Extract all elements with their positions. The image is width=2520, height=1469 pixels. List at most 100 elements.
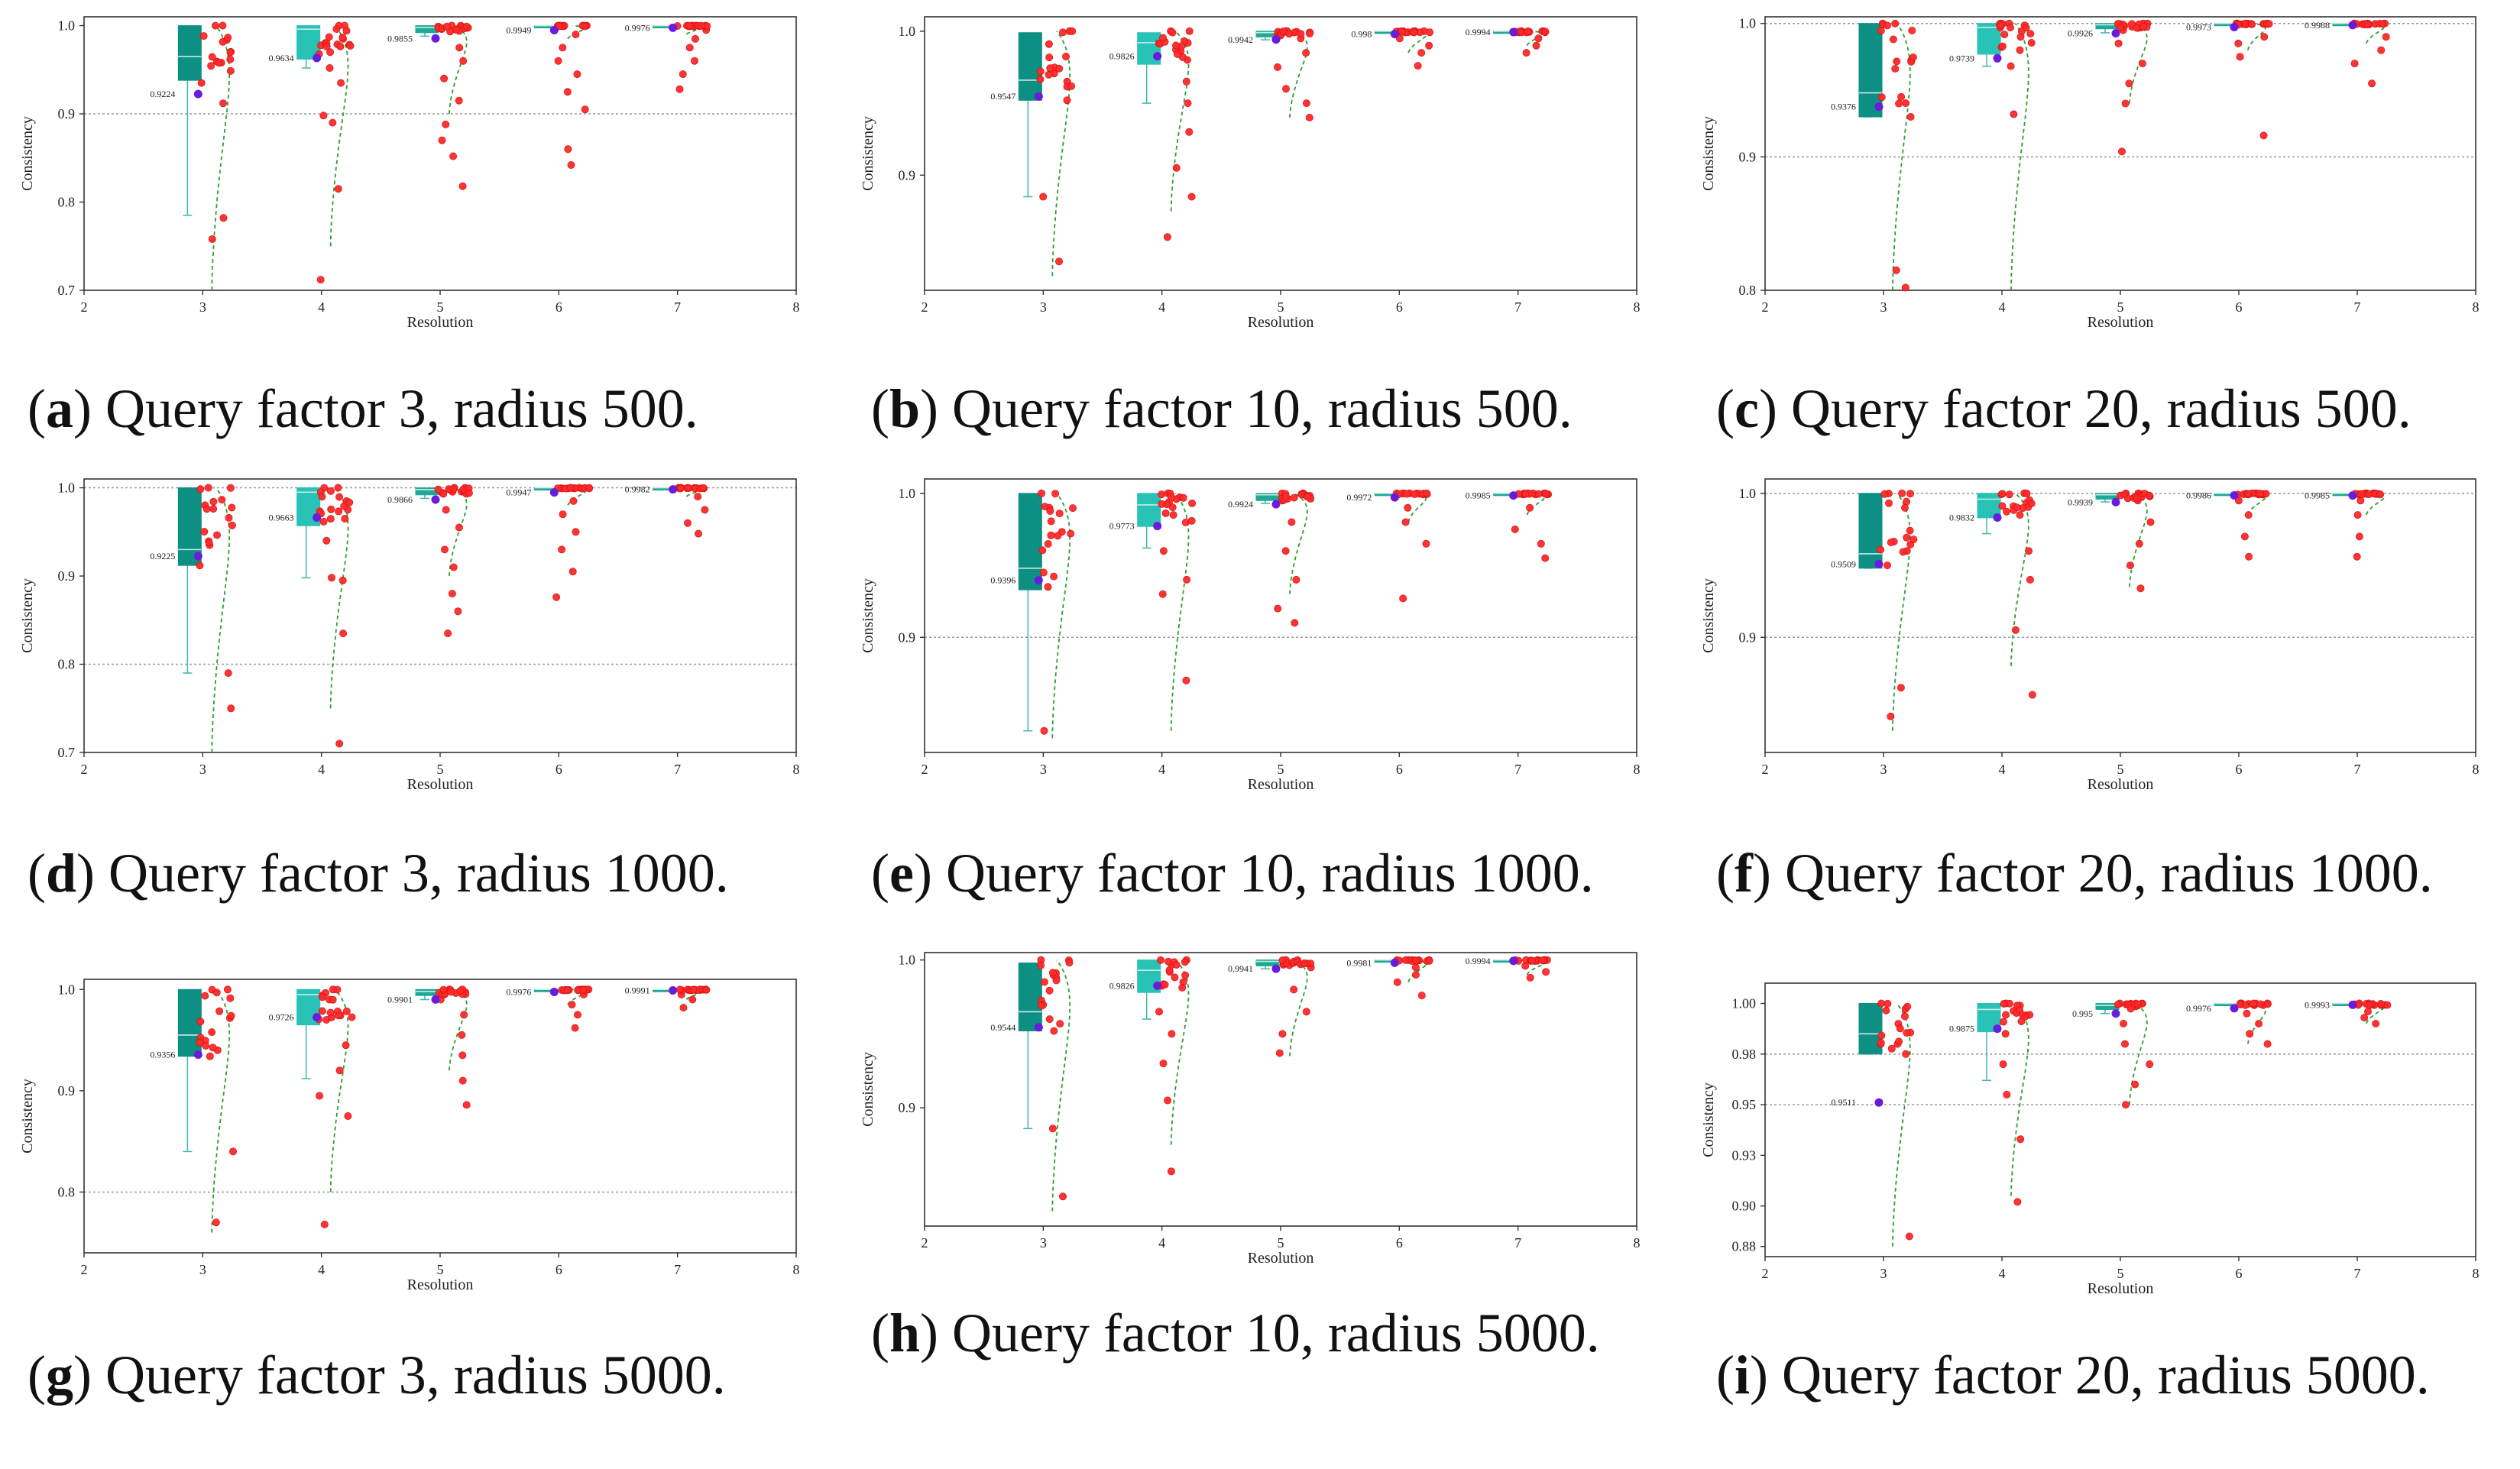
box-h-5 (1255, 959, 1280, 966)
data-point-d-3-11 (196, 485, 205, 493)
chart-i: 2 3 4 5 6 7 8 0.88 0.90 0.93 0.95 0.98 1.00 Resolutio… (1700, 982, 2480, 1297)
data-point-a-6-4 (573, 70, 581, 79)
mean-marker-c-5 (2111, 29, 2120, 38)
xtick-label-c-5: 5 (2117, 299, 2124, 315)
mean-marker-i-4 (1993, 1024, 2002, 1034)
data-point-e-6-14 (1411, 490, 1419, 499)
mean-label-d-5: 0.9866 (387, 494, 413, 505)
data-point-h-3-2 (1050, 1027, 1058, 1035)
data-point-a-7-2 (691, 57, 699, 65)
data-point-d-5-2 (448, 590, 456, 598)
data-point-b-4-2 (1172, 163, 1181, 172)
data-point-e-4-18 (1158, 490, 1166, 499)
data-point-e-7-1 (1537, 539, 1545, 548)
ylabel-a: Consistency (19, 116, 36, 191)
data-point-a-3-11 (219, 37, 227, 46)
caption-b-label: b (889, 378, 921, 439)
data-point-g-5-20 (456, 987, 465, 995)
data-point-h-3-17 (1065, 959, 1074, 967)
data-point-b-7-2 (1534, 34, 1543, 43)
mean-label-a-5: 0.9855 (387, 33, 413, 44)
mean-marker-h-6 (1390, 958, 1399, 967)
mean-marker-b-6 (1390, 30, 1399, 39)
mean-marker-b-7 (1509, 28, 1518, 37)
kde-curve-g-5 (449, 989, 468, 1071)
caption-g-text: Query factor 3, radius 5000. (105, 1344, 726, 1406)
data-point-a-3-3 (197, 79, 206, 87)
mean-label-h-6: 0.9981 (1346, 957, 1372, 968)
data-point-c-4-2 (2016, 46, 2024, 54)
caption-c-label: c (1734, 378, 1759, 439)
box-b-3 (1018, 32, 1042, 101)
data-point-h-5-2 (1302, 1008, 1310, 1016)
data-point-a-6-6 (559, 44, 567, 52)
mean-marker-e-5 (1271, 500, 1281, 509)
data-point-a-6-3 (563, 88, 572, 96)
data-point-a-6-5 (554, 57, 562, 65)
xtick-label-i-8: 8 (2473, 1266, 2480, 1281)
data-point-e-3-5 (1050, 572, 1058, 581)
data-point-e-4-11 (1188, 499, 1197, 507)
data-point-d-3-16 (205, 539, 213, 547)
mean-label-i-4: 0.9875 (1949, 1024, 1974, 1034)
data-point-b-3-15 (1067, 82, 1075, 90)
caption-a: (a) Query factor 3, radius 500. (28, 378, 698, 439)
data-point-d-6-0 (552, 593, 561, 601)
data-point-a-7-19 (697, 21, 705, 30)
data-point-b-4-5 (1182, 77, 1190, 86)
data-point-i-6-0 (2263, 1040, 2272, 1048)
data-point-d-4-3 (327, 574, 335, 582)
xtick-label-e-3: 3 (1040, 762, 1047, 777)
xtick-label-a-4: 4 (318, 299, 325, 315)
data-point-g-7-13 (675, 985, 684, 994)
data-point-c-3-17 (1883, 21, 1891, 30)
data-point-c-5-1 (2121, 99, 2130, 108)
xtick-label-i-7: 7 (2354, 1266, 2361, 1281)
xtick-label-f-8: 8 (2473, 762, 2480, 777)
data-point-b-4-1 (1187, 193, 1196, 201)
xtick-label-i-6: 6 (2236, 1266, 2243, 1281)
mean-marker-f-6 (2230, 490, 2239, 500)
data-point-a-6-7 (572, 31, 580, 39)
data-point-a-5-6 (459, 57, 468, 65)
ytick-label-d-3: 1.0 (58, 480, 76, 496)
ylabel-b: Consistency (860, 116, 876, 191)
data-point-c-3-14 (1897, 92, 1906, 101)
data-point-i-4-12 (2001, 1011, 2010, 1019)
data-point-f-5-19 (2133, 494, 2141, 503)
data-point-b-6-0 (1414, 62, 1422, 70)
chart-b: 2 3 4 5 6 7 8 0.9 1.0 Resolution Consistency 0.9547… (860, 16, 1641, 331)
xtick-label-i-3: 3 (1880, 1266, 1887, 1281)
data-point-h-3-9 (1045, 986, 1054, 995)
data-point-h-3-3 (1045, 1015, 1054, 1024)
data-point-e-3-3 (1038, 489, 1046, 497)
xtick-label-i-5: 5 (2117, 1266, 2124, 1281)
panel-a: 2 3 4 5 6 7 8 0.7 0.8 0.9 1.0 Resolution Consistency… (0, 0, 841, 344)
data-point-e-3-17 (1038, 546, 1047, 555)
data-point-c-3-2 (1906, 112, 1915, 121)
data-point-h-4-8 (1178, 983, 1187, 992)
data-point-h-7-1 (1542, 968, 1550, 976)
caption-d-label: d (45, 843, 77, 904)
data-point-f-3-1 (1896, 684, 1905, 692)
box-c-3 (1858, 23, 1883, 118)
data-point-a-3-18 (224, 34, 232, 42)
mean-label-c-3: 0.9376 (1831, 102, 1856, 112)
data-point-f-7-15 (2365, 490, 2373, 498)
caption-b: (b) Query factor 10, radius 500. (871, 378, 1573, 439)
data-point-f-7-18 (2376, 490, 2385, 499)
xlabel-e: Resolution (1248, 776, 1314, 793)
data-point-h-4-16 (1165, 966, 1174, 975)
xtick-label-a-3: 3 (199, 299, 206, 315)
mean-label-d-6: 0.9947 (506, 487, 531, 498)
data-point-d-6-2 (558, 545, 566, 554)
data-point-f-3-10 (1887, 539, 1895, 547)
xtick-label-b-6: 6 (1396, 299, 1403, 315)
data-point-d-3-4 (204, 484, 212, 492)
xtick-label-h-8: 8 (1634, 1235, 1641, 1251)
data-point-f-3-8 (1903, 533, 1911, 542)
data-point-f-4-0 (2028, 691, 2036, 699)
data-point-e-3-15 (1068, 504, 1077, 513)
ylabel-g: Consistency (19, 1079, 36, 1154)
data-point-b-6-16 (1398, 28, 1407, 36)
